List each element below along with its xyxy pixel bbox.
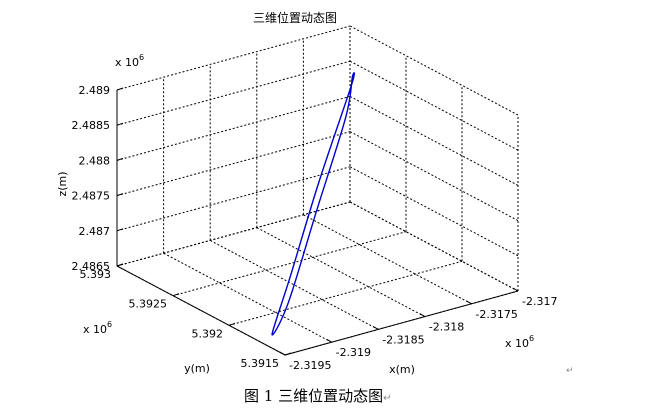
y-tick-mark bbox=[228, 322, 236, 326]
grid-line bbox=[349, 166, 519, 257]
z-multiplier-label: x 10 bbox=[115, 56, 139, 69]
x-tick-mark bbox=[419, 313, 426, 318]
x-tick-label: -2.3185 bbox=[382, 333, 424, 346]
z-tick-label: 2.4865 bbox=[72, 260, 111, 273]
paragraph-mark: ↵ bbox=[566, 366, 574, 376]
grid-line bbox=[303, 214, 472, 305]
x-tick-mark bbox=[326, 338, 332, 343]
x-tick-mark bbox=[512, 287, 519, 292]
y-multiplier-exponent: 6 bbox=[107, 320, 112, 329]
x-axis-label: x(m) bbox=[389, 363, 415, 376]
x-tick-mark bbox=[372, 325, 379, 330]
z-tick-mark bbox=[116, 122, 124, 126]
y-tick-mark bbox=[284, 352, 292, 356]
y-axis-label: y(m) bbox=[184, 362, 210, 375]
y-tick-label: 5.392 bbox=[192, 327, 224, 340]
grid-lines bbox=[116, 25, 519, 356]
axis-lines bbox=[116, 87, 519, 356]
x-tick-label: -2.3175 bbox=[475, 308, 517, 321]
y-multiplier-label: x 10 bbox=[83, 323, 107, 336]
z-tick-mark bbox=[116, 228, 124, 232]
x-tick-mark bbox=[279, 351, 286, 356]
z-tick-label: 2.488 bbox=[79, 154, 111, 167]
y-tick-labels: 5.3915 5.392 5.3925 5.393 bbox=[80, 268, 280, 370]
grid-line bbox=[116, 201, 351, 267]
z-tick-mark bbox=[116, 193, 124, 197]
z-multiplier-exponent: 6 bbox=[139, 53, 144, 62]
grid-line bbox=[349, 60, 519, 151]
caption-text: 图 1 三维位置动态图 bbox=[244, 387, 384, 405]
z-tick-label: 2.487 bbox=[79, 225, 111, 238]
z-axis-label: z(m) bbox=[56, 171, 69, 196]
z-tick-mark bbox=[116, 87, 124, 91]
z-tick-label: 2.4885 bbox=[72, 119, 111, 132]
y-tick-label: 5.3925 bbox=[129, 298, 168, 311]
x-multiplier-exponent: 6 bbox=[529, 334, 534, 343]
grid-line bbox=[349, 131, 519, 222]
y-tick-label: 5.3915 bbox=[241, 357, 280, 370]
caption-paragraph-mark: ↵ bbox=[383, 393, 392, 404]
grid-line bbox=[116, 60, 351, 126]
x-tick-label: -2.319 bbox=[336, 346, 371, 359]
z-tick-mark bbox=[116, 263, 124, 267]
x-tick-label: -2.3195 bbox=[289, 359, 331, 372]
grid-line bbox=[163, 252, 332, 343]
grid-line bbox=[172, 231, 407, 297]
z-tick-mark bbox=[116, 157, 124, 161]
trajectory-line bbox=[271, 72, 356, 336]
x-axis-line bbox=[284, 290, 519, 356]
grid-line bbox=[116, 95, 351, 161]
z-tick-label: 2.489 bbox=[79, 84, 111, 97]
z-tick-label: 2.4875 bbox=[72, 190, 111, 203]
x-tick-mark bbox=[466, 300, 472, 305]
z-tick-labels: 2.4865 2.487 2.4875 2.488 2.4885 2.489 bbox=[72, 84, 111, 273]
grid-line bbox=[116, 25, 351, 91]
x-tick-labels: -2.3195 -2.319 -2.3185 -2.318 -2.3175 -2.317 bbox=[289, 295, 557, 372]
y-tick-label: 5.393 bbox=[80, 268, 112, 281]
x-tick-label: -2.318 bbox=[429, 321, 464, 334]
chart-3d-plot: 三维位置动态图 2.48652.4872.48752.4882.48852.48… bbox=[56, 10, 557, 376]
x-multiplier-label: x 10 bbox=[505, 337, 529, 350]
x-tick-label: -2.317 bbox=[522, 295, 557, 308]
grid-line bbox=[116, 166, 351, 232]
grid-line bbox=[116, 131, 351, 197]
grid-line bbox=[349, 95, 519, 186]
chart-title: 三维位置动态图 bbox=[253, 10, 337, 25]
grid-line bbox=[349, 201, 519, 292]
y-tick-mark bbox=[172, 293, 180, 297]
data-series bbox=[271, 72, 356, 336]
grid-line bbox=[349, 25, 519, 116]
y-axis-line bbox=[116, 265, 286, 356]
grid-line bbox=[228, 260, 463, 326]
